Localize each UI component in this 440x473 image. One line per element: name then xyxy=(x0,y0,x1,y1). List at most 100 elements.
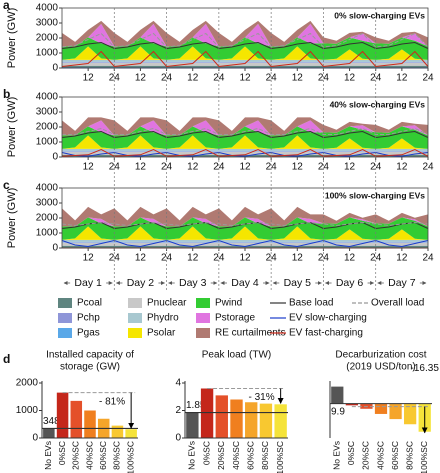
y-tick-label: 1000 xyxy=(36,228,59,239)
day-label-bg xyxy=(122,277,159,289)
area xyxy=(62,206,428,227)
x-tick-label: 12 xyxy=(292,73,304,84)
legend-label: EV slow-charging xyxy=(289,313,367,324)
y-axis-label: Power (GW) xyxy=(6,97,18,158)
x-tick-label: 80%SC xyxy=(404,441,414,470)
value-label: 348 xyxy=(43,416,60,427)
line xyxy=(61,148,429,157)
x-tick-label: 12 xyxy=(344,73,356,84)
bar xyxy=(200,388,214,438)
area xyxy=(62,217,428,227)
x-tick-label: 80%SC xyxy=(112,441,122,470)
y-tick-label: 0 xyxy=(175,433,181,444)
x-tick-label: 12 xyxy=(396,73,408,84)
area xyxy=(62,150,428,152)
x-tick-label: 24 xyxy=(213,73,225,84)
y-axis-label: Power (GW) xyxy=(6,188,18,249)
x-tick-label: 12 xyxy=(83,73,95,84)
legend-label: Overall load xyxy=(371,298,424,309)
x-tick-label: 24 xyxy=(318,73,330,84)
y-tick-label: 0 xyxy=(32,433,38,444)
x-tick-label: 100%SC xyxy=(275,441,285,473)
panel-label: c xyxy=(3,178,10,192)
legend-label: Pnuclear xyxy=(147,298,187,309)
bar xyxy=(404,403,417,425)
day-label-bg xyxy=(279,277,316,289)
y-tick-label: 0 xyxy=(52,243,58,254)
day-label: Day 6 xyxy=(336,277,364,289)
legend-swatch xyxy=(196,313,210,323)
legend-label: Phydro xyxy=(147,313,179,324)
y-tick-label: 3000 xyxy=(36,107,59,118)
x-tick-label: 24 xyxy=(109,73,121,84)
y-tick-label: 0 xyxy=(52,63,58,74)
bar xyxy=(125,429,137,438)
x-tick-label: 12 xyxy=(239,73,251,84)
bar xyxy=(345,403,358,406)
day-label-bg xyxy=(70,277,107,289)
area xyxy=(62,20,428,47)
bar xyxy=(245,402,258,438)
x-tick-label: 24 xyxy=(370,253,382,264)
chart-title: storage (GW) xyxy=(60,362,120,373)
annotation: - 81% xyxy=(99,396,125,407)
legend-swatch xyxy=(58,298,72,308)
x-tick-label: 24 xyxy=(266,253,278,264)
day-label-bg xyxy=(174,277,211,289)
bar xyxy=(70,400,83,438)
y-tick-label: 2000 xyxy=(16,378,39,389)
legend-swatch xyxy=(58,313,72,323)
x-tick-label: 12 xyxy=(83,253,95,264)
bar xyxy=(84,410,96,438)
area xyxy=(62,65,428,68)
legend-label: Pgas xyxy=(77,328,100,339)
x-tick-label: 24 xyxy=(213,162,225,173)
x-tick-label: 12 xyxy=(396,162,408,173)
area xyxy=(62,117,428,136)
legend-label: Pcoal xyxy=(77,298,102,309)
x-tick-label: 24 xyxy=(318,253,330,264)
x-tick-label: 12 xyxy=(292,253,304,264)
value-label: 1.85 xyxy=(186,400,206,411)
area xyxy=(62,135,428,149)
bar xyxy=(374,403,388,414)
day-label: Day 5 xyxy=(284,277,312,289)
legend-label: Pchp xyxy=(77,313,100,324)
day-label-bg xyxy=(383,277,420,289)
x-tick-label: 0%SC xyxy=(57,441,67,465)
x-tick-label: 24 xyxy=(109,253,121,264)
x-tick-label: 40%SC xyxy=(84,441,94,470)
area xyxy=(62,46,428,60)
bar xyxy=(43,428,55,438)
x-tick-label: 24 xyxy=(161,253,173,264)
x-tick-label: 20%SC xyxy=(361,441,371,470)
x-tick-label: 12 xyxy=(83,162,95,173)
x-tick-label: No EVs xyxy=(187,441,197,470)
x-tick-label: 20%SC xyxy=(71,441,81,470)
y-tick-label: 4000 xyxy=(36,183,59,194)
x-tick-label: 24 xyxy=(161,73,173,84)
chart-title: Decarburization cost xyxy=(335,350,426,361)
x-tick-label: 24 xyxy=(109,162,121,173)
bar xyxy=(259,403,273,438)
x-tick-label: 12 xyxy=(239,162,251,173)
area xyxy=(62,148,428,151)
x-tick-label: 24 xyxy=(266,73,278,84)
legend-swatch xyxy=(128,298,142,308)
x-tick-label: 0%SC xyxy=(201,441,211,465)
x-tick-label: 24 xyxy=(266,162,278,173)
panel-label: a xyxy=(3,0,10,12)
x-tick-label: 40%SC xyxy=(231,441,241,470)
y-axis-label: Power (GW) xyxy=(6,8,18,69)
legend-label: EV fast-charging xyxy=(289,328,363,339)
x-tick-label: 12 xyxy=(135,73,147,84)
area xyxy=(62,62,428,63)
x-tick-label: 12 xyxy=(396,253,408,264)
bar xyxy=(215,395,228,438)
x-tick-label: 12 xyxy=(187,73,199,84)
bar xyxy=(274,404,287,438)
y-tick-label: 2000 xyxy=(36,33,59,44)
area xyxy=(62,151,428,152)
x-tick-label: 24 xyxy=(422,162,434,173)
x-tick-label: 24 xyxy=(213,253,225,264)
